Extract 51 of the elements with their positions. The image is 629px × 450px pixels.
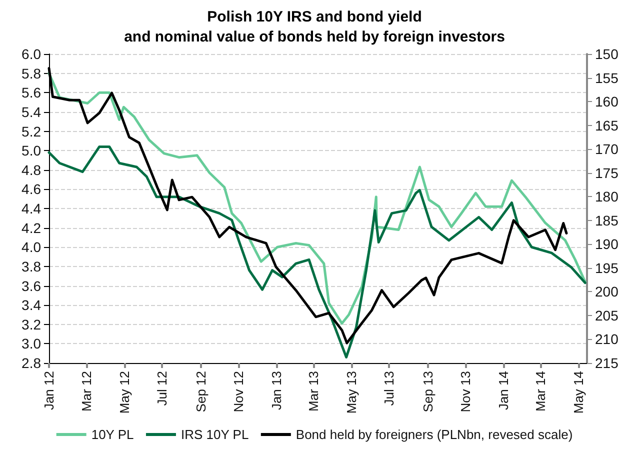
x-tick-label: Jan 13 bbox=[269, 371, 284, 410]
y-tick-label: 5.2 bbox=[22, 123, 42, 140]
y2-tick-label: 175 bbox=[595, 164, 619, 181]
y2-tick-label: 150 bbox=[595, 46, 619, 62]
y2-tick-label: 205 bbox=[595, 307, 619, 324]
y-tick-label: 2.8 bbox=[22, 355, 42, 371]
y2-tick-label: 200 bbox=[595, 284, 619, 300]
y-tick-label: 4.8 bbox=[22, 162, 42, 178]
x-tick-label: Jul 12 bbox=[154, 371, 170, 406]
y-tick-label: 5.4 bbox=[22, 104, 42, 120]
x-tick-label: Sep 12 bbox=[193, 371, 208, 412]
line-series bbox=[48, 145, 586, 358]
y-tick-label: 6.0 bbox=[22, 46, 42, 62]
y-tick-label: 3.6 bbox=[22, 278, 42, 294]
x-tick-label: Mar 14 bbox=[532, 371, 548, 412]
legend-label: 10Y PL bbox=[91, 427, 134, 442]
x-tick-label: Nov 13 bbox=[458, 371, 474, 412]
y-tick-label: 5.8 bbox=[22, 65, 42, 82]
x-tick-label: Sep 13 bbox=[420, 371, 436, 412]
y2-tick-label: 210 bbox=[595, 331, 619, 348]
x-tick-label: Nov 12 bbox=[231, 371, 246, 412]
y-tick-label: 4.0 bbox=[22, 239, 42, 256]
x-tick-label: May 12 bbox=[116, 371, 132, 414]
y2-tick-label: 195 bbox=[595, 260, 619, 276]
y-tick-label: 3.4 bbox=[22, 297, 42, 314]
legend-label: IRS 10Y PL bbox=[180, 427, 249, 442]
x-tick-label: May 13 bbox=[344, 371, 359, 414]
y2-tick-label: 190 bbox=[595, 236, 619, 252]
y2-tick-label: 215 bbox=[595, 355, 619, 371]
y-tick-label: 5.0 bbox=[22, 142, 42, 159]
y-tick-label: 4.4 bbox=[22, 200, 42, 216]
y-tick-label: 3.0 bbox=[22, 336, 42, 352]
x-tick-label: Mar 13 bbox=[306, 371, 321, 412]
y-tick-label: 5.6 bbox=[22, 84, 42, 101]
y2-tick-label: 155 bbox=[595, 70, 619, 86]
y-tick-label: 4.2 bbox=[22, 220, 42, 236]
y-tick-label: 3.8 bbox=[22, 258, 42, 274]
y2-tick-label: 160 bbox=[595, 94, 619, 110]
y2-tick-label: 170 bbox=[595, 141, 619, 158]
x-tick-label: Mar 12 bbox=[78, 371, 94, 412]
y2-tick-label: 185 bbox=[595, 212, 619, 228]
y-tick-label: 4.6 bbox=[22, 181, 42, 198]
x-tick-label: Jan 14 bbox=[496, 371, 512, 410]
legend-label: Bond held by foreigners (PLNbn, revesed scale) bbox=[296, 427, 573, 442]
x-tick-label: Jan 12 bbox=[42, 371, 56, 410]
y2-tick-label: 165 bbox=[595, 117, 619, 134]
chart-title: Polish 10Y IRS and bond yield and nominal value of bonds held by foreign investors bbox=[124, 8, 505, 46]
x-tick-label: May 14 bbox=[570, 371, 586, 414]
y2-tick-label: 180 bbox=[595, 188, 619, 205]
y-tick-label: 3.2 bbox=[22, 316, 42, 332]
x-tick-label: Jul 13 bbox=[382, 371, 397, 406]
